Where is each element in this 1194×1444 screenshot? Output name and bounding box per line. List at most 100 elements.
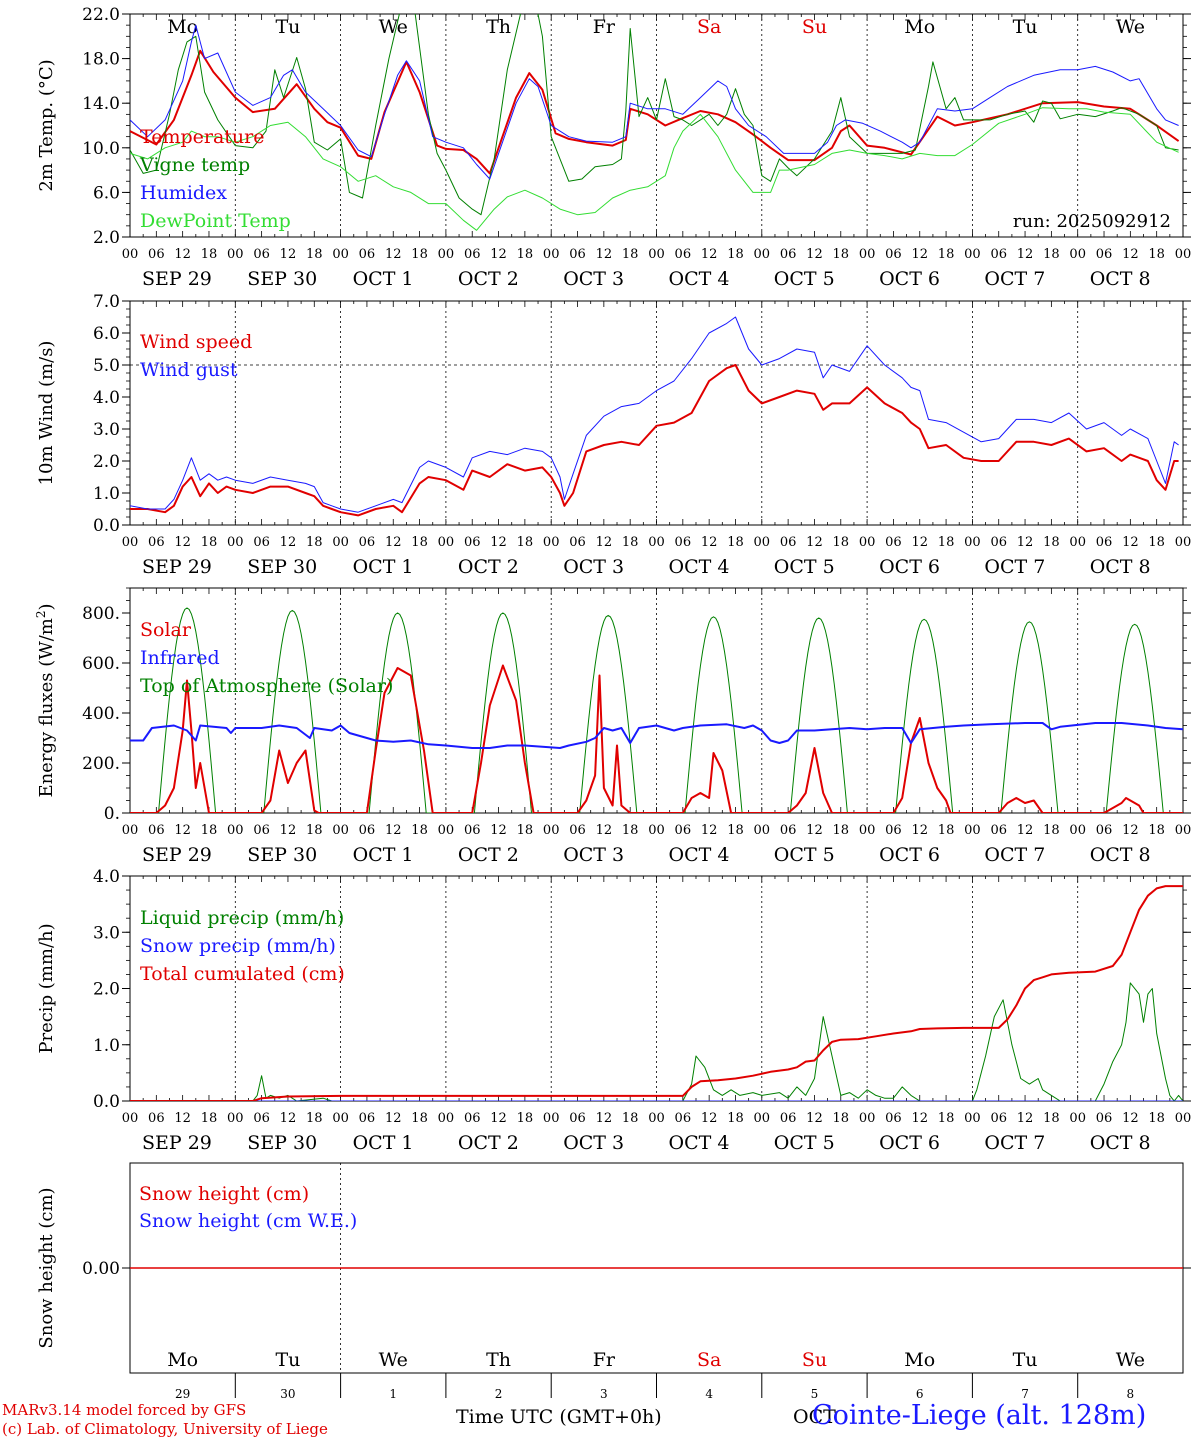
day-name-label: Th xyxy=(486,1349,511,1371)
hour-tick-label: 00 xyxy=(543,247,560,262)
day-name-label: Mo xyxy=(167,1349,198,1371)
day-number-label: 8 xyxy=(1127,1387,1135,1401)
hour-tick-label: 12 xyxy=(1122,247,1139,262)
hour-tick-label: 18 xyxy=(306,535,323,550)
legend-entry: Top of Atmosphere (Solar) xyxy=(140,675,393,697)
hour-tick-label: 06 xyxy=(253,535,270,550)
hour-tick-label: 12 xyxy=(701,247,718,262)
date-label: OCT 8 xyxy=(1090,844,1151,866)
date-label: OCT 2 xyxy=(458,1132,519,1154)
hour-tick-label: 18 xyxy=(201,535,218,550)
legend-entry: Wind speed xyxy=(140,331,252,353)
footer-model-text: MARv3.14 model forced by GFS xyxy=(2,1401,247,1419)
day-name-label: We xyxy=(379,1349,408,1371)
hour-tick-label: 00 xyxy=(859,247,876,262)
hour-tick-label: 18 xyxy=(727,247,744,262)
superscript: 2 xyxy=(34,610,48,618)
hour-tick-label: 18 xyxy=(727,535,744,550)
hour-tick-label: 18 xyxy=(727,1111,744,1126)
date-label: SEP 30 xyxy=(247,844,317,866)
hour-tick-label: 06 xyxy=(359,1111,376,1126)
series-solar xyxy=(130,664,1183,813)
hour-tick-label: 12 xyxy=(911,535,928,550)
series-vigne-temp xyxy=(130,14,1179,216)
hour-tick-label: 12 xyxy=(806,823,823,838)
date-label: OCT 7 xyxy=(984,1132,1045,1154)
legend-entry: Total cumulated (cm) xyxy=(140,963,345,985)
day-name-label: Tu xyxy=(1013,16,1038,38)
hour-tick-label: 18 xyxy=(622,823,639,838)
hour-tick-label: 06 xyxy=(885,535,902,550)
day-name-label: Mo xyxy=(167,16,198,38)
panel-5: 0.00 Snow height (cm) Snow height (cm) Snow… xyxy=(36,1162,1191,1401)
date-label: OCT 7 xyxy=(984,268,1045,290)
hour-tick-label: 18 xyxy=(517,1111,534,1126)
y-tick-label: 2.0 xyxy=(93,228,120,248)
legend-entry: Temperature xyxy=(140,126,264,148)
hour-tick-label: 18 xyxy=(411,535,428,550)
y-tick-label: 0. xyxy=(104,804,120,824)
hour-tick-label: 06 xyxy=(990,823,1007,838)
hour-tick-label: 00 xyxy=(754,1111,771,1126)
hour-tick-label: 18 xyxy=(517,535,534,550)
hour-tick-label: 00 xyxy=(1069,247,1086,262)
day-name-label: Fr xyxy=(593,1349,616,1371)
y-tick-label: 7.0 xyxy=(93,292,120,312)
hour-tick-label: 12 xyxy=(174,823,191,838)
hour-tick-label: 12 xyxy=(596,247,613,262)
hour-tick-label: 18 xyxy=(622,247,639,262)
date-label: SEP 29 xyxy=(142,1132,212,1154)
hour-tick-label: 00 xyxy=(648,823,665,838)
hour-tick-label: 06 xyxy=(359,823,376,838)
hour-tick-label: 12 xyxy=(385,823,402,838)
hour-tick-label: 12 xyxy=(385,535,402,550)
y-tick-label: 0.00 xyxy=(82,1259,120,1279)
panel-2: 00 06 12 18 00 06 12 18 00 06 12 18 00 06 12 18 00 06 12 18… xyxy=(36,292,1191,578)
y-tick-label: 3.0 xyxy=(93,420,120,440)
hour-tick-label: 12 xyxy=(596,823,613,838)
hour-tick-label: 12 xyxy=(490,1111,507,1126)
hour-tick-label: 18 xyxy=(201,247,218,262)
date-label: SEP 29 xyxy=(142,268,212,290)
series-liquid-precip-mm-h xyxy=(130,982,1183,1101)
hour-tick-label: 00 xyxy=(964,823,981,838)
hour-tick-label: 18 xyxy=(306,1111,323,1126)
hour-tick-label: 12 xyxy=(1122,1111,1139,1126)
hour-tick-label: 18 xyxy=(1148,1111,1165,1126)
date-label: OCT 7 xyxy=(984,844,1045,866)
y-axis-label: 10m Wind (m/s) xyxy=(36,341,57,486)
hour-tick-label: 12 xyxy=(1017,1111,1034,1126)
hour-tick-label: 12 xyxy=(490,247,507,262)
day-name-label: Mo xyxy=(904,16,935,38)
hour-tick-label: 00 xyxy=(332,247,349,262)
hour-tick-label: 18 xyxy=(833,823,850,838)
hour-tick-label: 00 xyxy=(1175,1111,1192,1126)
date-label: OCT 7 xyxy=(984,556,1045,578)
hour-tick-label: 12 xyxy=(280,823,297,838)
hour-tick-label: 18 xyxy=(201,823,218,838)
y-axis-label-tail: ) xyxy=(36,603,57,610)
date-label: OCT 4 xyxy=(669,556,730,578)
y-axis-label: Precip (mm/h) xyxy=(36,923,57,1053)
hour-tick-label: 06 xyxy=(780,1111,797,1126)
day-name-label: We xyxy=(1116,1349,1145,1371)
y-tick-label: 18.0 xyxy=(82,50,120,70)
y-tick-label: 4.0 xyxy=(93,867,120,887)
day-name-label: We xyxy=(379,16,408,38)
hour-tick-label: 12 xyxy=(1017,823,1034,838)
hour-tick-label: 12 xyxy=(1122,535,1139,550)
hour-tick-label: 18 xyxy=(938,1111,955,1126)
hour-tick-label: 00 xyxy=(1175,535,1192,550)
hour-tick-label: 06 xyxy=(780,535,797,550)
hour-tick-label: 18 xyxy=(727,823,744,838)
hour-tick-label: 00 xyxy=(122,823,139,838)
footer-month-label: OCT xyxy=(793,1406,836,1428)
series-total-cumulated-cm xyxy=(130,885,1183,1101)
day-name-label: Tu xyxy=(275,1349,300,1371)
run-annotation: run: 2025092912 xyxy=(1013,211,1171,232)
footer-station: Cointe-Liege (alt. 128m) xyxy=(812,1400,1147,1431)
date-label: OCT 2 xyxy=(458,556,519,578)
hour-tick-label: 06 xyxy=(359,535,376,550)
hour-tick-label: 12 xyxy=(911,247,928,262)
legend-entry: DewPoint Temp xyxy=(140,210,291,232)
